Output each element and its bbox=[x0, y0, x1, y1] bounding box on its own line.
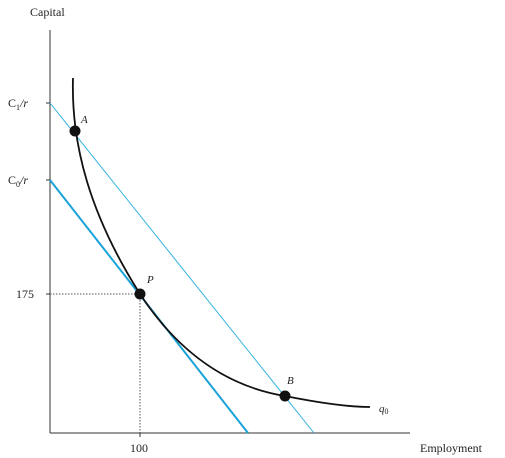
isoquant-label-q0: q0 bbox=[379, 403, 389, 416]
point-a bbox=[69, 125, 81, 137]
tick-label-c0r: C0/r bbox=[8, 173, 28, 189]
isoquant-curve-q0 bbox=[71, 77, 371, 408]
tick-label-c1r: C1/r bbox=[8, 96, 28, 112]
isocost-line-c1 bbox=[49, 102, 315, 434]
point-label-a: A bbox=[80, 114, 88, 126]
tick-label-100: 100 bbox=[130, 441, 148, 455]
point-p bbox=[134, 288, 146, 300]
point-label-b: B bbox=[287, 375, 294, 387]
point-b bbox=[279, 390, 291, 402]
point-label-p: P bbox=[146, 274, 154, 286]
y-axis-label: Capital bbox=[30, 5, 65, 19]
tick-label-175: 175 bbox=[16, 287, 34, 301]
x-axis-label: Employment bbox=[420, 441, 483, 455]
